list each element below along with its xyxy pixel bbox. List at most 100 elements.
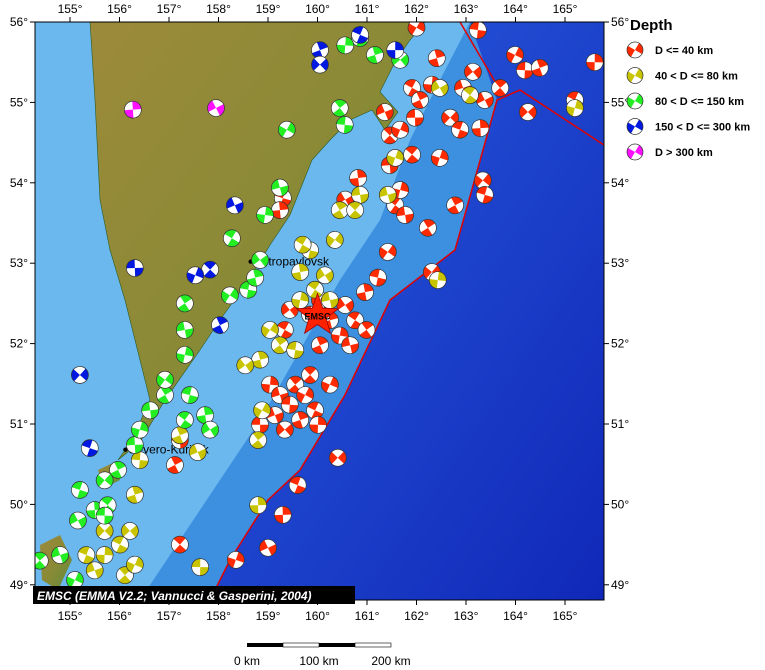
focal-mechanism-beachball <box>111 535 129 554</box>
legend-title: Depth <box>630 17 673 34</box>
credit-box: EMSC (EMMA V2.2; Vannucci & Gasperini, 2… <box>33 586 355 604</box>
legend-label: 80 < D <= 150 km <box>655 96 744 108</box>
lon-label-top: 161° <box>355 2 380 16</box>
deep-ocean <box>210 22 604 600</box>
legend-item: D > 300 km <box>626 143 713 161</box>
focal-mechanism-beachball <box>473 171 492 190</box>
focal-mechanism-beachball <box>251 251 269 269</box>
lon-label-top: 160° <box>305 2 330 16</box>
lat-label-left: 49° <box>10 578 28 592</box>
focal-mechanism-beachball <box>80 439 99 457</box>
focal-mechanism-beachball <box>407 22 426 37</box>
scale-label-100: 100 km <box>299 654 338 665</box>
focal-mechanism-beachball <box>175 321 194 339</box>
legend-label: 150 < D <= 300 km <box>655 122 750 134</box>
focal-mechanism-beachball <box>85 561 104 580</box>
focal-mechanism-beachball <box>266 406 284 425</box>
lon-label-top: 156° <box>107 2 132 16</box>
focal-mechanism-beachball <box>291 263 310 281</box>
focal-mechanism-beachball <box>321 291 339 310</box>
focal-mechanism-beachball <box>125 485 144 504</box>
focal-mechanism-beachball <box>336 296 355 314</box>
legend-label: D <= 40 km <box>655 45 713 57</box>
lon-label-bottom: 155° <box>58 609 83 623</box>
lon-label-top: 158° <box>206 2 231 16</box>
epicenter-star-icon <box>295 292 340 335</box>
focal-mechanism-beachball <box>288 476 307 494</box>
focal-mechanism-beachball <box>386 41 405 59</box>
focal-mechanism-beachball <box>357 321 376 339</box>
legend-beachball-icon <box>626 118 644 135</box>
focal-mechanism-beachball <box>121 522 139 540</box>
focal-mechanism-beachball <box>341 336 360 355</box>
focal-mechanism-beachball <box>191 558 210 576</box>
focal-mechanism-beachball <box>71 366 89 384</box>
focal-mechanism-beachball <box>328 448 347 467</box>
focal-mechanism-beachball <box>95 471 114 490</box>
focal-mechanism-beachball <box>366 46 384 64</box>
lon-label-bottom: 156° <box>107 609 132 623</box>
focal-mechanism-beachball <box>180 386 199 404</box>
focal-mechanism-beachball <box>175 411 194 429</box>
focal-mechanism-beachball <box>351 26 369 44</box>
focal-mechanism-beachball <box>419 218 437 237</box>
focal-mechanism-beachball <box>306 401 324 420</box>
focal-mechanism-beachball <box>471 119 490 137</box>
focal-mechanism-beachball <box>378 186 397 204</box>
lat-label-left: 56° <box>10 15 28 29</box>
lat-label-right: 53° <box>611 256 629 270</box>
lon-label-top: 159° <box>256 2 281 16</box>
focal-mechanism-beachball <box>171 426 189 445</box>
focal-mechanism-beachball <box>291 291 310 310</box>
focal-mechanism-beachball <box>236 356 255 375</box>
focal-mechanism-beachball <box>330 99 349 117</box>
focal-mechanism-beachball <box>201 260 219 279</box>
focal-mechanism-beachball <box>188 443 207 461</box>
focal-mechanism-beachball <box>516 61 534 80</box>
lon-label-top: 164° <box>503 2 528 16</box>
focal-mechanism-beachball <box>280 395 299 414</box>
focal-mechanism-beachball <box>271 178 289 197</box>
focal-mechanism-beachball <box>249 431 267 449</box>
plate-boundary-north <box>459 22 498 86</box>
focal-mechanism-beachball <box>275 420 294 439</box>
focal-mechanism-beachball <box>249 496 267 515</box>
focal-mechanism-beachball <box>406 108 424 127</box>
lat-label-right: 51° <box>611 417 629 431</box>
focal-mechanism-beachball <box>207 99 225 117</box>
focal-mechanism-beachball <box>175 346 194 364</box>
scale-label-0: 0 km <box>234 654 260 665</box>
lat-label-left: 55° <box>10 95 28 109</box>
focal-mechanism-beachball <box>291 411 310 429</box>
focal-mechanism-beachball <box>391 120 410 139</box>
focal-mechanism-beachball <box>403 145 421 164</box>
focal-mechanism-beachball <box>428 271 447 289</box>
lon-label-bottom: 158° <box>206 609 231 623</box>
focal-mechanism-beachball <box>446 196 464 215</box>
lon-label-top: 165° <box>553 2 578 16</box>
focal-mechanism-beachball <box>141 401 160 420</box>
lon-label-bottom: 160° <box>305 609 330 623</box>
focal-mechanism-beachball <box>77 546 96 564</box>
focal-mechanism-beachball <box>256 206 274 224</box>
focal-mechanism-beachball <box>274 506 292 524</box>
focal-mechanism-beachball <box>271 336 289 355</box>
focal-mechanism-beachball <box>125 555 144 574</box>
legend-item: 80 < D <= 150 km <box>626 92 744 110</box>
focal-mechanism-beachball <box>125 436 144 454</box>
lon-label-bottom: 159° <box>256 609 281 623</box>
legend-beachball-icon <box>626 67 644 84</box>
focal-mechanisms <box>35 22 604 589</box>
legend-item: 150 < D <= 300 km <box>626 118 750 135</box>
focal-mechanism-beachball <box>253 401 271 420</box>
legend-beachball-icon <box>626 41 644 59</box>
focal-mechanism-beachball <box>51 546 69 564</box>
focal-mechanism-beachball <box>226 551 245 569</box>
focal-mechanism-beachball <box>311 336 329 355</box>
focal-mechanism-beachball <box>351 186 369 204</box>
focal-mechanism-beachball <box>311 55 329 74</box>
focal-mechanism-beachball <box>293 235 312 254</box>
focal-mechanism-beachball <box>430 149 449 167</box>
focal-mechanism-beachball <box>316 266 334 285</box>
